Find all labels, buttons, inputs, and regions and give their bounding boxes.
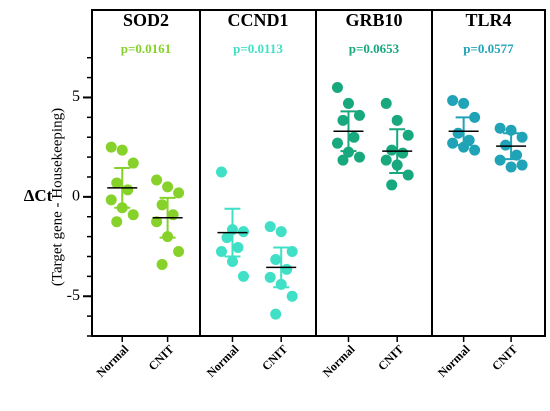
data-point [105,141,117,153]
p-value: p=0.0161 [121,41,171,56]
panel-title: SOD2 [123,10,169,30]
x-tick-label: Normal [435,342,473,380]
x-tick-label: Normal [94,342,132,380]
y-axis-label: ΔCt [24,186,53,205]
data-point [353,109,365,121]
panel-title: CCND1 [228,10,289,30]
data-point [173,187,185,199]
data-point [156,258,168,270]
data-point [494,122,506,134]
data-point [275,226,287,238]
data-point [116,144,128,156]
data-point [286,290,298,302]
data-point [281,263,293,275]
panel-frame [431,9,546,337]
data-point [226,255,238,267]
panel-title: GRB10 [345,10,402,30]
data-point [337,114,349,126]
x-tick-label: CNIT [489,342,520,373]
data-point [237,226,249,238]
data-point [215,166,227,178]
data-point [391,114,403,126]
data-point [127,209,139,221]
data-point [232,242,244,254]
data-point [386,179,398,191]
data-point [380,97,392,109]
data-point [221,232,233,244]
data-point [270,308,282,320]
data-point [173,246,185,258]
data-point [264,271,276,283]
data-point [452,127,464,139]
x-tick-label: CNIT [375,342,406,373]
data-point [348,131,360,143]
data-point [511,149,523,161]
x-tick-label: CNIT [259,342,290,373]
data-point [331,82,343,94]
data-point [505,161,517,173]
data-point [516,159,528,171]
data-point [156,199,168,211]
panel-frame [315,9,433,337]
data-point [342,97,354,109]
y-tick-label: 0 [72,188,80,205]
x-tick-label: CNIT [146,342,177,373]
data-point [447,137,459,149]
data-point [402,169,414,181]
data-point [167,209,179,221]
data-point [380,154,392,166]
data-point [122,184,134,196]
data-point [331,137,343,149]
data-point [237,270,249,282]
data-point [458,97,470,109]
panel-frame [91,9,201,337]
data-point [397,147,409,159]
data-point [353,151,365,163]
data-point [447,94,459,106]
p-value: p=0.0113 [233,41,283,56]
data-point [111,177,123,189]
data-point [264,221,276,233]
data-point [469,111,481,123]
data-point [151,174,163,186]
data-point [151,216,163,228]
p-value: p=0.0577 [463,41,514,56]
data-point [494,154,506,166]
data-point [127,157,139,169]
data-point [215,246,227,258]
data-point [162,181,174,193]
y-tick-label: -5 [67,287,80,304]
data-point [270,253,282,265]
panel-title: TLR4 [465,10,511,30]
data-point [105,194,117,206]
y-tick-label: 5 [72,88,80,105]
data-point [386,144,398,156]
data-point [500,139,512,151]
data-point [516,131,528,143]
x-tick-label: Normal [204,342,242,380]
data-point [469,144,481,156]
data-point [111,216,123,228]
x-tick-label: Normal [320,342,358,380]
data-point [286,246,298,258]
p-value: p=0.0653 [349,41,400,56]
data-point [402,129,414,141]
data-point [337,154,349,166]
y-axis-sublabel: (Target gene - Housekeeping) [49,108,65,286]
